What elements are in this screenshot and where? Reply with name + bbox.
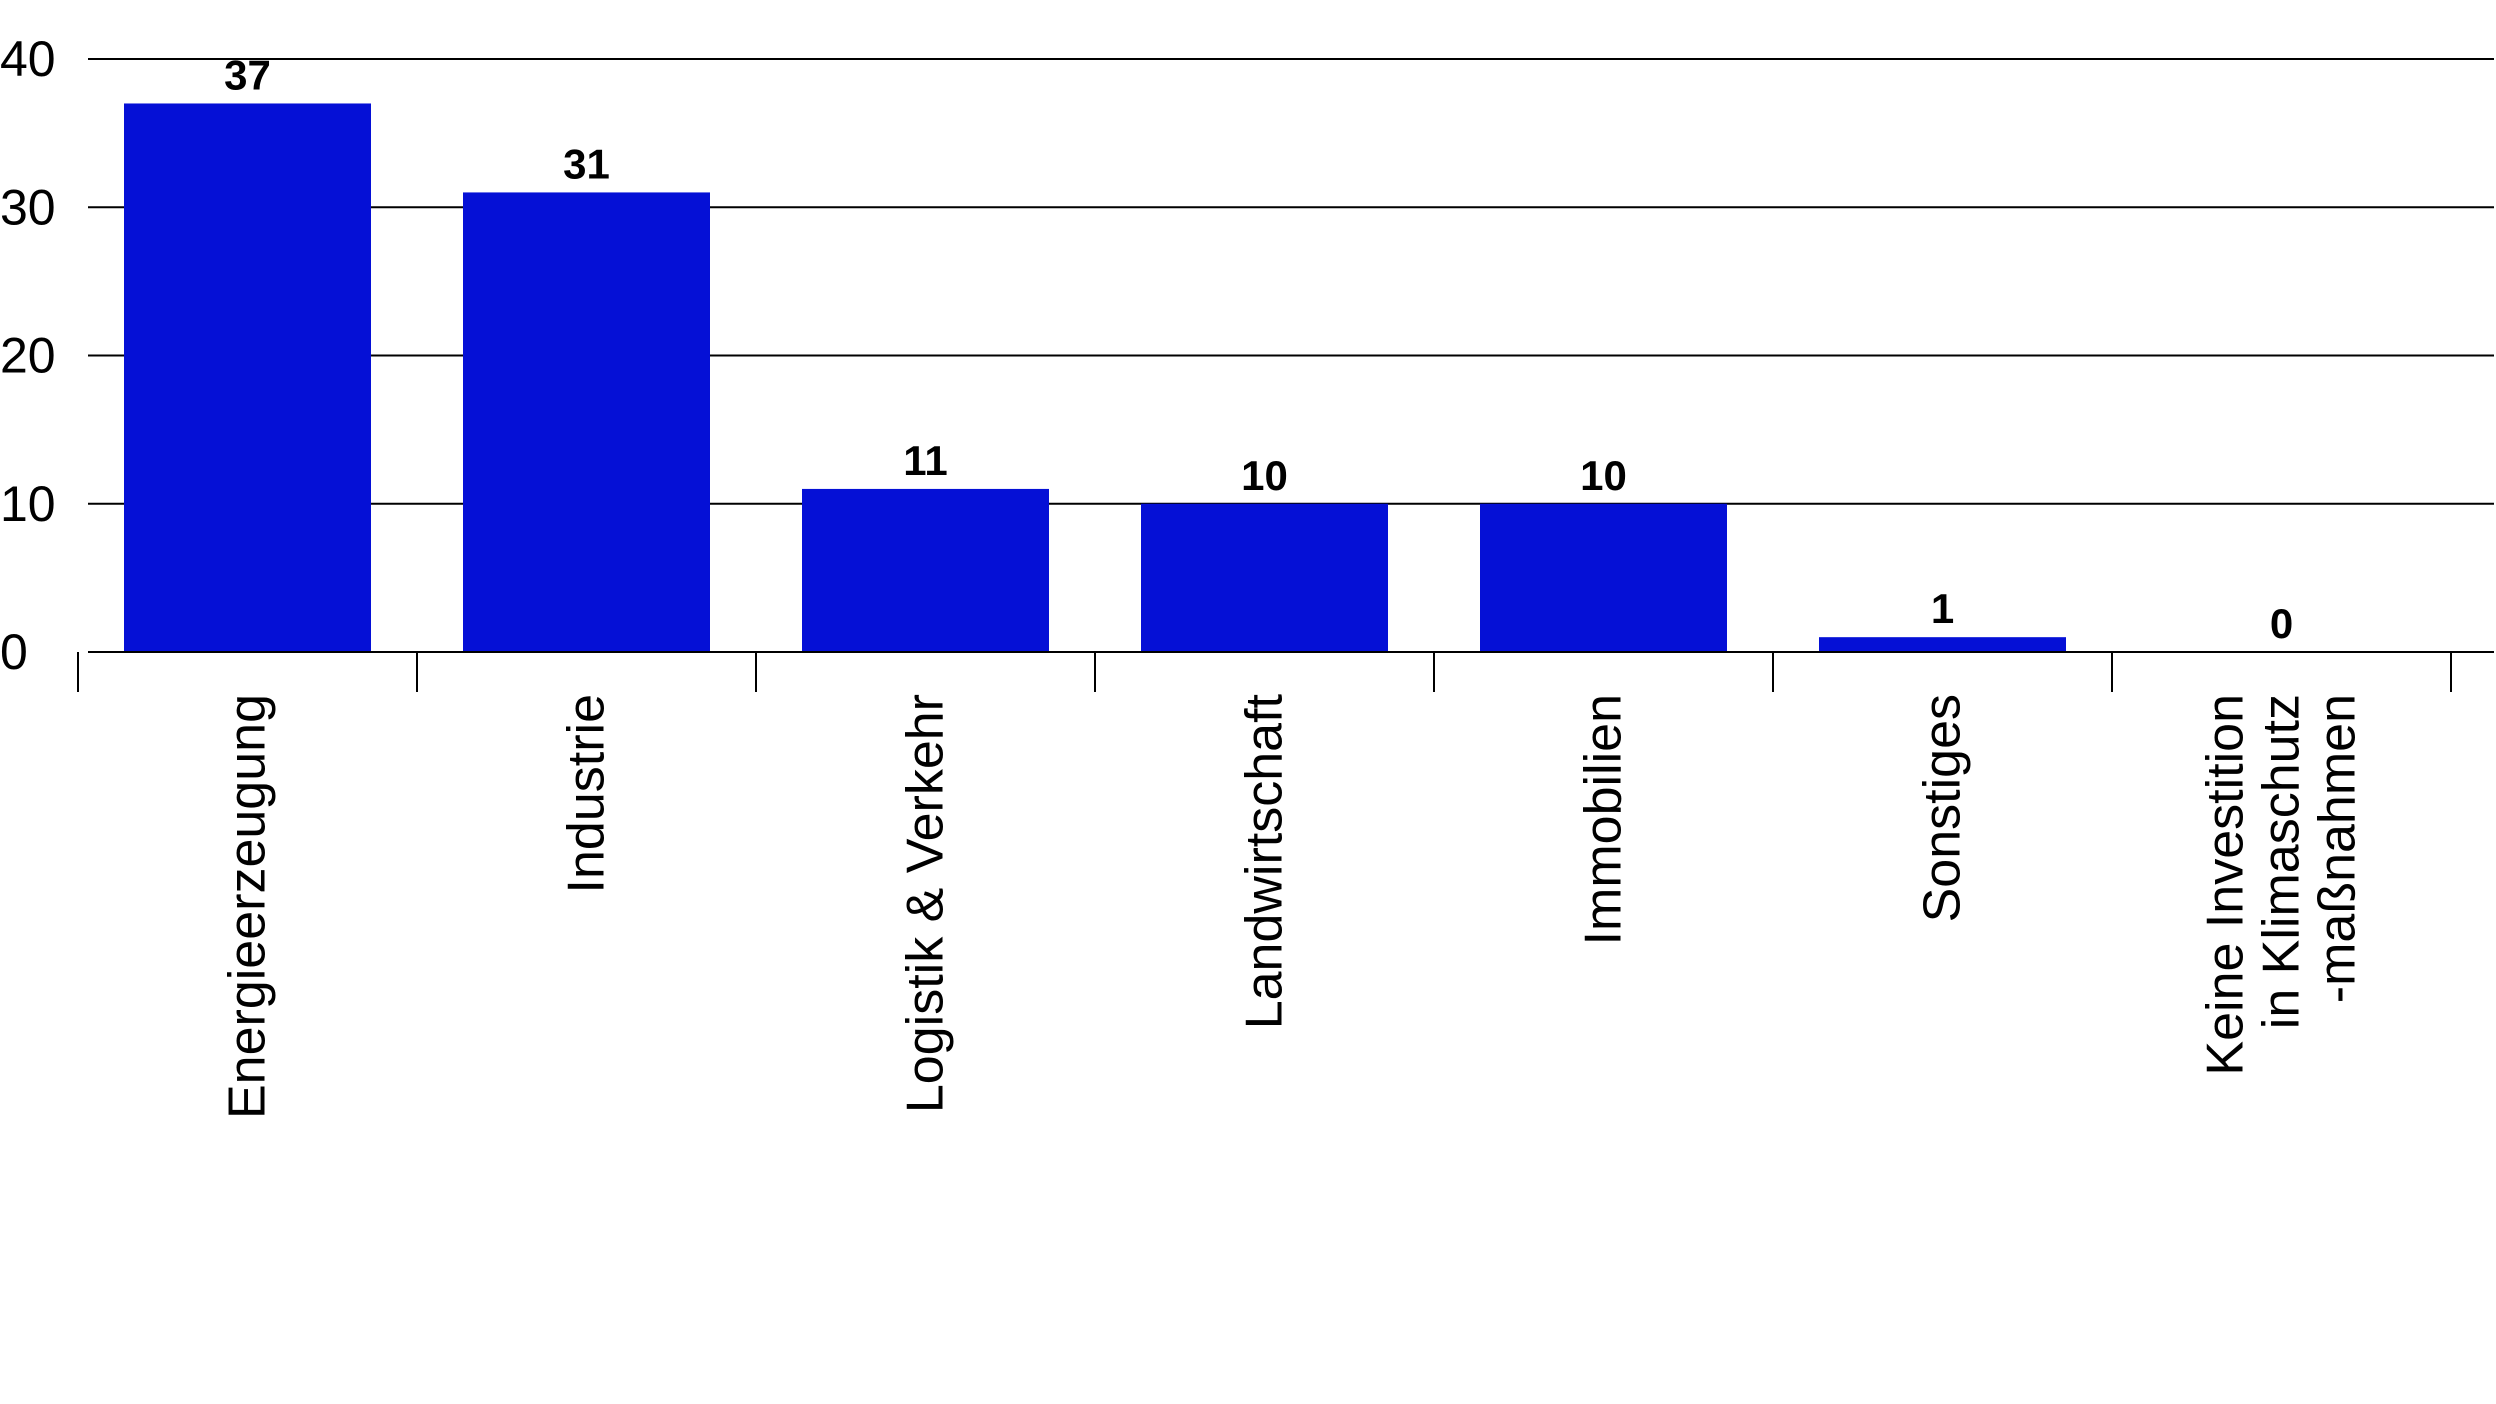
category-label: Sonstiges bbox=[1914, 694, 1972, 922]
y-tick-label: 20 bbox=[0, 328, 56, 384]
data-label: 31 bbox=[563, 140, 610, 187]
gridlines bbox=[88, 58, 2494, 505]
category-label-line: in Klimaschutz bbox=[2253, 694, 2311, 1029]
category-label-line: Energieerzeugung bbox=[219, 694, 277, 1119]
bar bbox=[463, 192, 710, 653]
y-tick-label: 0 bbox=[0, 624, 28, 680]
category-label-line: Immobilien bbox=[1575, 694, 1633, 945]
data-label: 37 bbox=[224, 51, 271, 98]
data-label: 10 bbox=[1241, 452, 1288, 499]
bar bbox=[1480, 503, 1727, 652]
bar bbox=[1819, 637, 2066, 652]
category-label: Energieerzeugung bbox=[219, 694, 277, 1119]
category-label-line: Keine Investition bbox=[2197, 694, 2255, 1076]
category-label: Landwirtschaft bbox=[1236, 693, 1294, 1029]
bar bbox=[124, 103, 371, 653]
category-label-line: -maßnahmen bbox=[2309, 694, 2367, 1003]
category-label-line: Industrie bbox=[558, 694, 616, 893]
y-tick-label: 10 bbox=[0, 476, 56, 532]
bar bbox=[802, 488, 1049, 652]
category-label: Immobilien bbox=[1575, 694, 1633, 945]
data-label: 0 bbox=[2270, 600, 2293, 647]
y-tick-label: 30 bbox=[0, 179, 56, 235]
data-label: 10 bbox=[1580, 452, 1627, 499]
category-label-line: Landwirtschaft bbox=[1236, 693, 1294, 1029]
data-label: 1 bbox=[1931, 585, 1954, 632]
x-axis bbox=[77, 651, 2494, 692]
data-label: 11 bbox=[903, 437, 947, 484]
category-label: Logistik & Verkehr bbox=[897, 694, 955, 1113]
bars bbox=[124, 103, 2066, 653]
bar bbox=[1141, 503, 1388, 652]
y-axis-tick-labels: 0 10 20 30 40 bbox=[0, 31, 56, 680]
category-label-line: Sonstiges bbox=[1914, 694, 1972, 922]
y-tick-label: 40 bbox=[0, 31, 56, 87]
category-labels: Energieerzeugung Industrie Logistik & Verk… bbox=[219, 693, 2367, 1119]
category-label: Industrie bbox=[558, 694, 616, 893]
category-label-line: Logistik & Verkehr bbox=[897, 694, 955, 1113]
